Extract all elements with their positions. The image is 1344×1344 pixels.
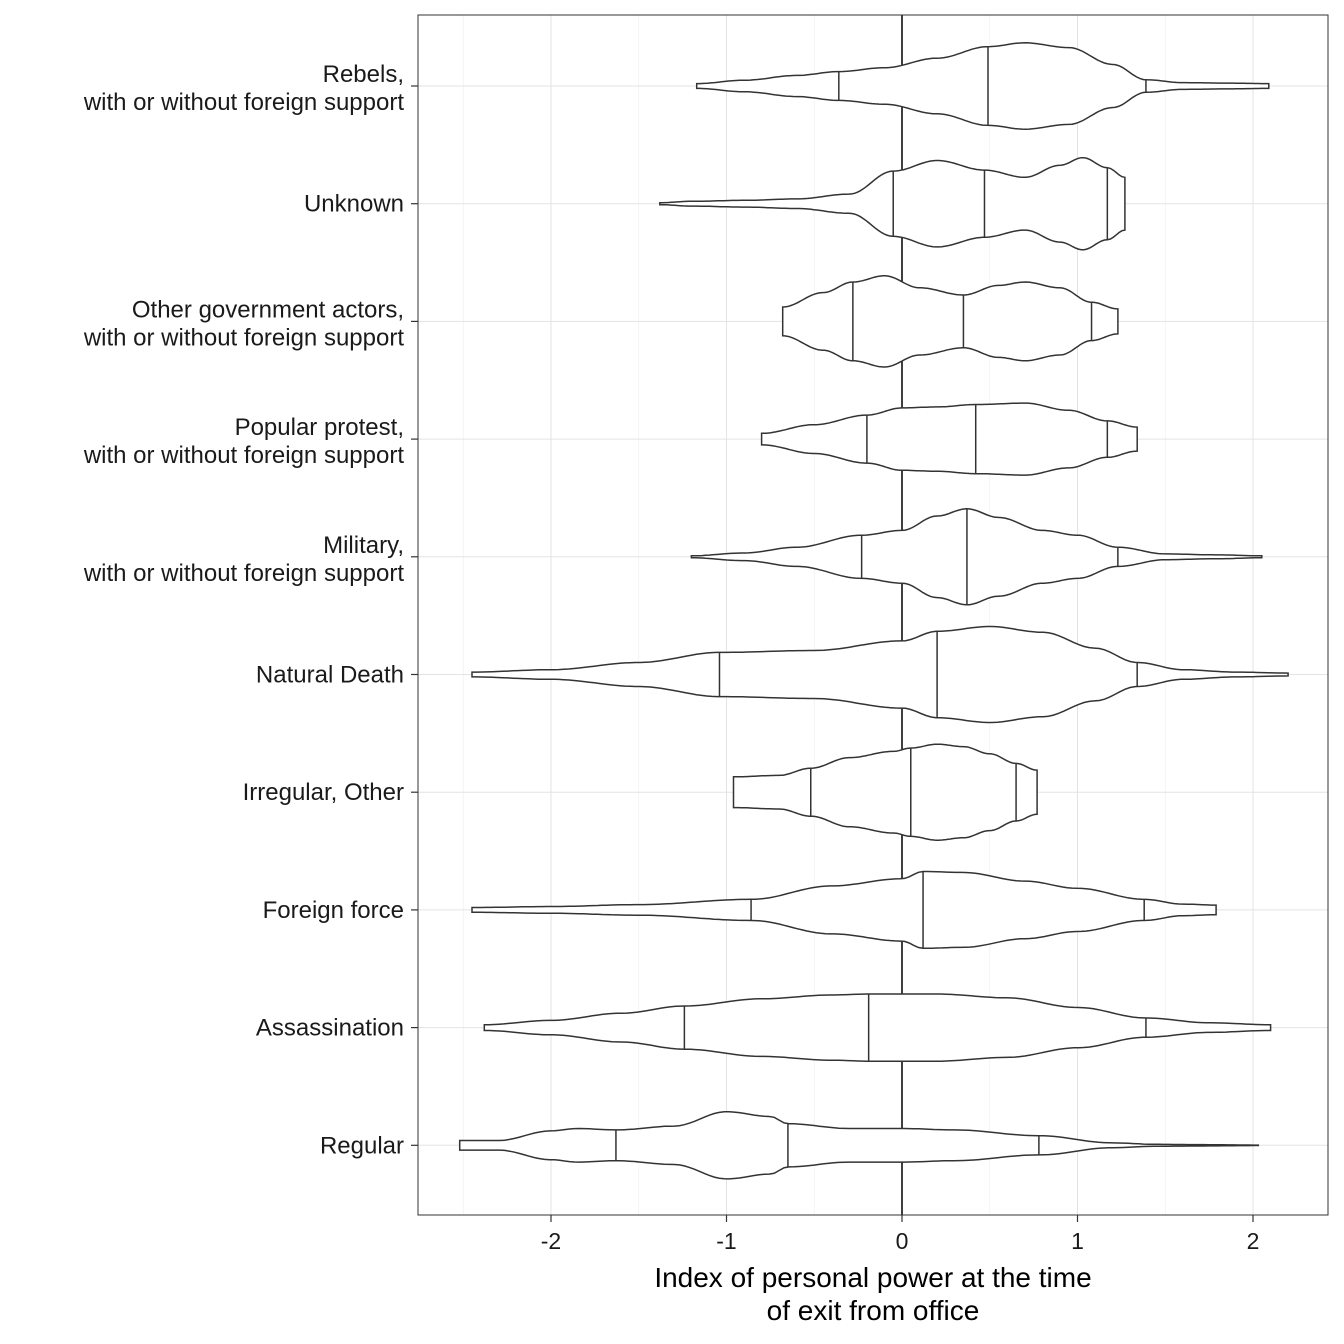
violin-outline [695, 42, 1270, 130]
violin-outline [781, 275, 1119, 368]
y-tick-label: Military, [323, 532, 404, 559]
violin-outline [760, 402, 1138, 476]
x-tick-label: 2 [1247, 1228, 1260, 1254]
x-axis: -2 -1 0 1 2 [541, 1215, 1260, 1254]
y-tick-label: Irregular, Other [243, 779, 404, 806]
y-tick-label: Other government actors, [132, 296, 404, 323]
violin-outline [483, 993, 1272, 1062]
violin-popular-protest-with-or-without-foreign-support [760, 402, 1138, 476]
violin-outline [471, 870, 1217, 950]
violin-outline [732, 743, 1038, 841]
y-tick-label: Foreign force [263, 897, 404, 924]
violin-assassination [483, 993, 1272, 1062]
y-tick-label: with or without foreign support [83, 324, 405, 351]
violin-unknown [659, 156, 1126, 251]
violin-irregular-other [732, 743, 1038, 841]
x-axis-label-line-2: of exit from office [767, 1295, 980, 1326]
x-tick-label: -1 [716, 1228, 736, 1254]
violin-regular [458, 1110, 1260, 1180]
violin-military-with-or-without-foreign-support [690, 508, 1263, 606]
y-tick-label: Unknown [304, 191, 404, 218]
violin-other-government-actors-with-or-without-foreign-support [781, 275, 1119, 368]
violins [458, 42, 1289, 1180]
x-tick-label: -2 [541, 1228, 561, 1254]
x-tick-label: 1 [1071, 1228, 1084, 1254]
y-tick-label: with or without foreign support [83, 442, 405, 469]
y-tick-label: Assassination [256, 1015, 404, 1042]
x-tick-label: 0 [896, 1228, 909, 1254]
x-axis-label-line-1: Index of personal power at the time [654, 1262, 1091, 1293]
y-tick-label: with or without foreign support [83, 560, 405, 587]
violin-outline [471, 625, 1289, 724]
y-tick-label: Rebels, [323, 61, 404, 88]
y-tick-label: Regular [320, 1132, 404, 1159]
violin-outline [458, 1110, 1260, 1180]
y-axis: Rebels,with or without foreign supportUn… [83, 61, 418, 1159]
violin-foreign-force [471, 870, 1217, 950]
violin-rebels-with-or-without-foreign-support [695, 42, 1270, 130]
violin-outline [690, 508, 1263, 606]
y-tick-label: Natural Death [256, 662, 404, 689]
panel-border [417, 14, 1329, 1216]
y-tick-label: Popular protest, [235, 414, 404, 441]
y-tick-label: with or without foreign support [83, 89, 405, 116]
violin-outline [659, 156, 1126, 251]
violin-natural-death [471, 625, 1289, 724]
